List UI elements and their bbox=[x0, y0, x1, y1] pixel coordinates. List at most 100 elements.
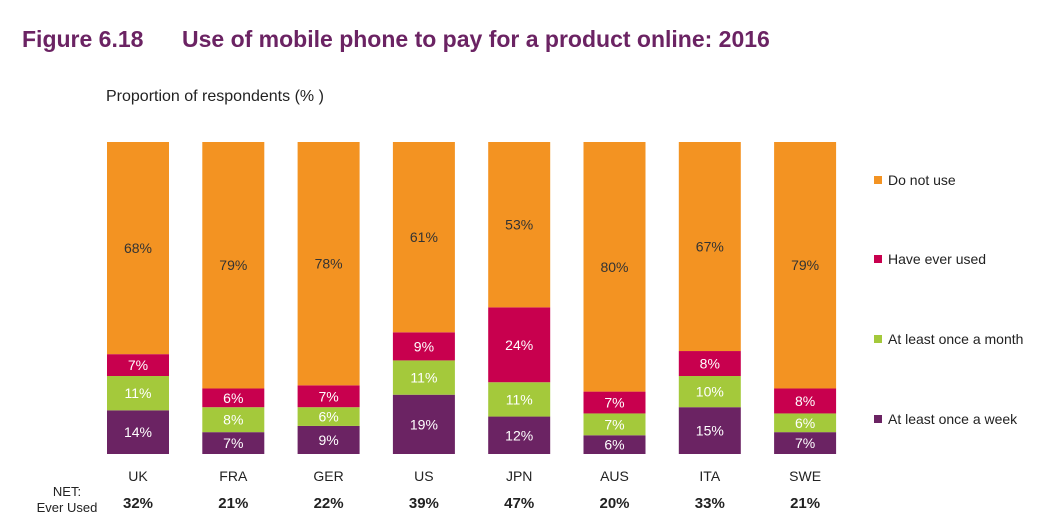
bar-jpn-have-ever-used bbox=[488, 307, 551, 383]
bar-aus-at-least-once-a-week bbox=[583, 435, 646, 454]
data-label-us-have-ever-used: 9% bbox=[414, 338, 434, 354]
bar-swe-at-least-once-a-week bbox=[774, 432, 837, 454]
legend-swatch bbox=[874, 335, 882, 343]
data-label-fra-at-least-once-a-week: 7% bbox=[223, 435, 243, 451]
bar-us-at-least-once-a-week bbox=[392, 394, 455, 454]
bar-ger-do-not-use bbox=[297, 142, 360, 386]
data-label-fra-do-not-use: 79% bbox=[219, 257, 247, 273]
bar-uk-do-not-use bbox=[107, 142, 169, 355]
bar-ger-at-least-once-a-month bbox=[297, 407, 360, 426]
bar-jpn-at-least-once-a-month bbox=[488, 382, 551, 417]
figure-title: Figure 6.18 Use of mobile phone to pay fo… bbox=[22, 26, 770, 53]
category-label-us: US bbox=[414, 468, 433, 484]
legend-label: At least once a month bbox=[888, 331, 1024, 347]
bar-swe-do-not-use bbox=[774, 142, 837, 389]
bar-ita-do-not-use bbox=[678, 142, 741, 352]
data-label-uk-at-least-once-a-week: 14% bbox=[124, 424, 152, 440]
data-label-ita-do-not-use: 67% bbox=[696, 239, 724, 255]
legend-label: At least once a week bbox=[888, 411, 1018, 427]
data-label-uk-do-not-use: 68% bbox=[124, 240, 152, 256]
data-label-ita-at-least-once-a-week: 15% bbox=[696, 423, 724, 439]
legend-item-have-ever-used: Have ever used bbox=[874, 251, 986, 267]
legend-item-at-least-once-a-week: At least once a week bbox=[874, 411, 1017, 427]
net-value-ita: 33% bbox=[695, 495, 725, 512]
bar-uk-at-least-once-a-month bbox=[107, 376, 169, 411]
legend-swatch bbox=[874, 176, 882, 184]
y-axis-label: Proportion of respondents (% ) bbox=[106, 88, 324, 105]
category-label-ger: GER bbox=[313, 468, 343, 484]
data-label-uk-have-ever-used: 7% bbox=[128, 357, 148, 373]
bar-uk-at-least-once-a-week bbox=[107, 410, 169, 454]
bar-ita-at-least-once-a-week bbox=[678, 407, 741, 454]
bar-swe-at-least-once-a-month bbox=[774, 413, 837, 433]
bar-swe-have-ever-used bbox=[774, 388, 837, 414]
legend-item-do-not-use: Do not use bbox=[874, 172, 956, 188]
data-label-us-at-least-once-a-month: 11% bbox=[410, 370, 437, 386]
data-label-ita-at-least-once-a-month: 10% bbox=[696, 384, 724, 400]
data-label-us-do-not-use: 61% bbox=[410, 229, 438, 245]
data-label-aus-have-ever-used: 7% bbox=[604, 395, 624, 411]
net-value-aus: 20% bbox=[599, 495, 629, 512]
net-value-jpn: 47% bbox=[504, 495, 534, 512]
net-label: NET: Ever Used bbox=[28, 484, 106, 516]
data-label-ita-have-ever-used: 8% bbox=[700, 356, 720, 372]
legend-swatch bbox=[874, 255, 882, 263]
category-label-uk: UK bbox=[128, 468, 148, 484]
category-label-aus: AUS bbox=[600, 468, 629, 484]
data-label-fra-have-ever-used: 6% bbox=[223, 390, 243, 406]
net-value-fra: 21% bbox=[218, 495, 248, 512]
net-value-ger: 22% bbox=[314, 495, 344, 512]
data-label-fra-at-least-once-a-month: 8% bbox=[223, 412, 243, 428]
bar-aus-have-ever-used bbox=[583, 391, 646, 414]
category-label-ita: ITA bbox=[699, 468, 720, 484]
bar-uk-have-ever-used bbox=[107, 354, 169, 376]
bar-ger-at-least-once-a-week bbox=[297, 425, 360, 454]
data-label-uk-at-least-once-a-month: 11% bbox=[125, 385, 152, 401]
net-value-us: 39% bbox=[409, 495, 439, 512]
bar-fra-at-least-once-a-month bbox=[202, 407, 265, 433]
figure-number: Figure 6.18 bbox=[22, 26, 144, 52]
bar-fra-at-least-once-a-week bbox=[202, 432, 265, 454]
net-label-line2: Ever Used bbox=[36, 500, 98, 515]
data-label-jpn-do-not-use: 53% bbox=[505, 217, 533, 233]
data-label-ger-at-least-once-a-month: 6% bbox=[318, 409, 338, 425]
data-label-swe-at-least-once-a-month: 6% bbox=[795, 415, 815, 431]
bar-aus-at-least-once-a-month bbox=[583, 413, 646, 436]
legend-swatch bbox=[874, 415, 882, 423]
legend-item-at-least-once-a-month: At least once a month bbox=[874, 331, 1023, 347]
data-label-swe-have-ever-used: 8% bbox=[795, 393, 815, 409]
data-label-us-at-least-once-a-week: 19% bbox=[410, 416, 438, 432]
data-label-ger-do-not-use: 78% bbox=[315, 256, 343, 272]
bar-us-at-least-once-a-month bbox=[392, 360, 455, 395]
data-label-jpn-at-least-once-a-month: 11% bbox=[506, 391, 533, 407]
net-value-uk: 32% bbox=[123, 495, 153, 512]
data-label-swe-do-not-use: 79% bbox=[791, 257, 819, 273]
net-value-swe: 21% bbox=[790, 495, 820, 512]
data-label-jpn-have-ever-used: 24% bbox=[505, 337, 533, 353]
bar-ger-have-ever-used bbox=[297, 385, 360, 408]
data-label-aus-at-least-once-a-week: 6% bbox=[604, 437, 624, 453]
bar-ita-at-least-once-a-month bbox=[678, 376, 741, 408]
data-label-ger-at-least-once-a-week: 9% bbox=[318, 432, 338, 448]
legend-label: Do not use bbox=[888, 172, 956, 188]
bar-us-have-ever-used bbox=[392, 332, 455, 361]
bar-jpn-at-least-once-a-week bbox=[488, 416, 551, 454]
bar-fra-have-ever-used bbox=[202, 388, 265, 408]
legend-label: Have ever used bbox=[888, 251, 987, 267]
data-label-aus-do-not-use: 80% bbox=[600, 259, 628, 275]
data-label-jpn-at-least-once-a-week: 12% bbox=[505, 427, 533, 443]
category-label-swe: SWE bbox=[789, 468, 821, 484]
bar-us-do-not-use bbox=[392, 142, 455, 333]
net-label-line1: NET: bbox=[52, 484, 82, 499]
category-label-fra: FRA bbox=[219, 468, 248, 484]
data-label-swe-at-least-once-a-week: 7% bbox=[795, 435, 815, 451]
figure-title-text: Use of mobile phone to pay for a product… bbox=[182, 26, 770, 52]
data-label-ger-have-ever-used: 7% bbox=[318, 388, 338, 404]
bar-ita-have-ever-used bbox=[678, 351, 741, 376]
bar-aus-do-not-use bbox=[583, 142, 646, 392]
data-label-aus-at-least-once-a-month: 7% bbox=[604, 416, 624, 432]
bar-fra-do-not-use bbox=[202, 142, 265, 389]
bar-jpn-do-not-use bbox=[488, 142, 551, 308]
category-label-jpn: JPN bbox=[506, 468, 532, 484]
